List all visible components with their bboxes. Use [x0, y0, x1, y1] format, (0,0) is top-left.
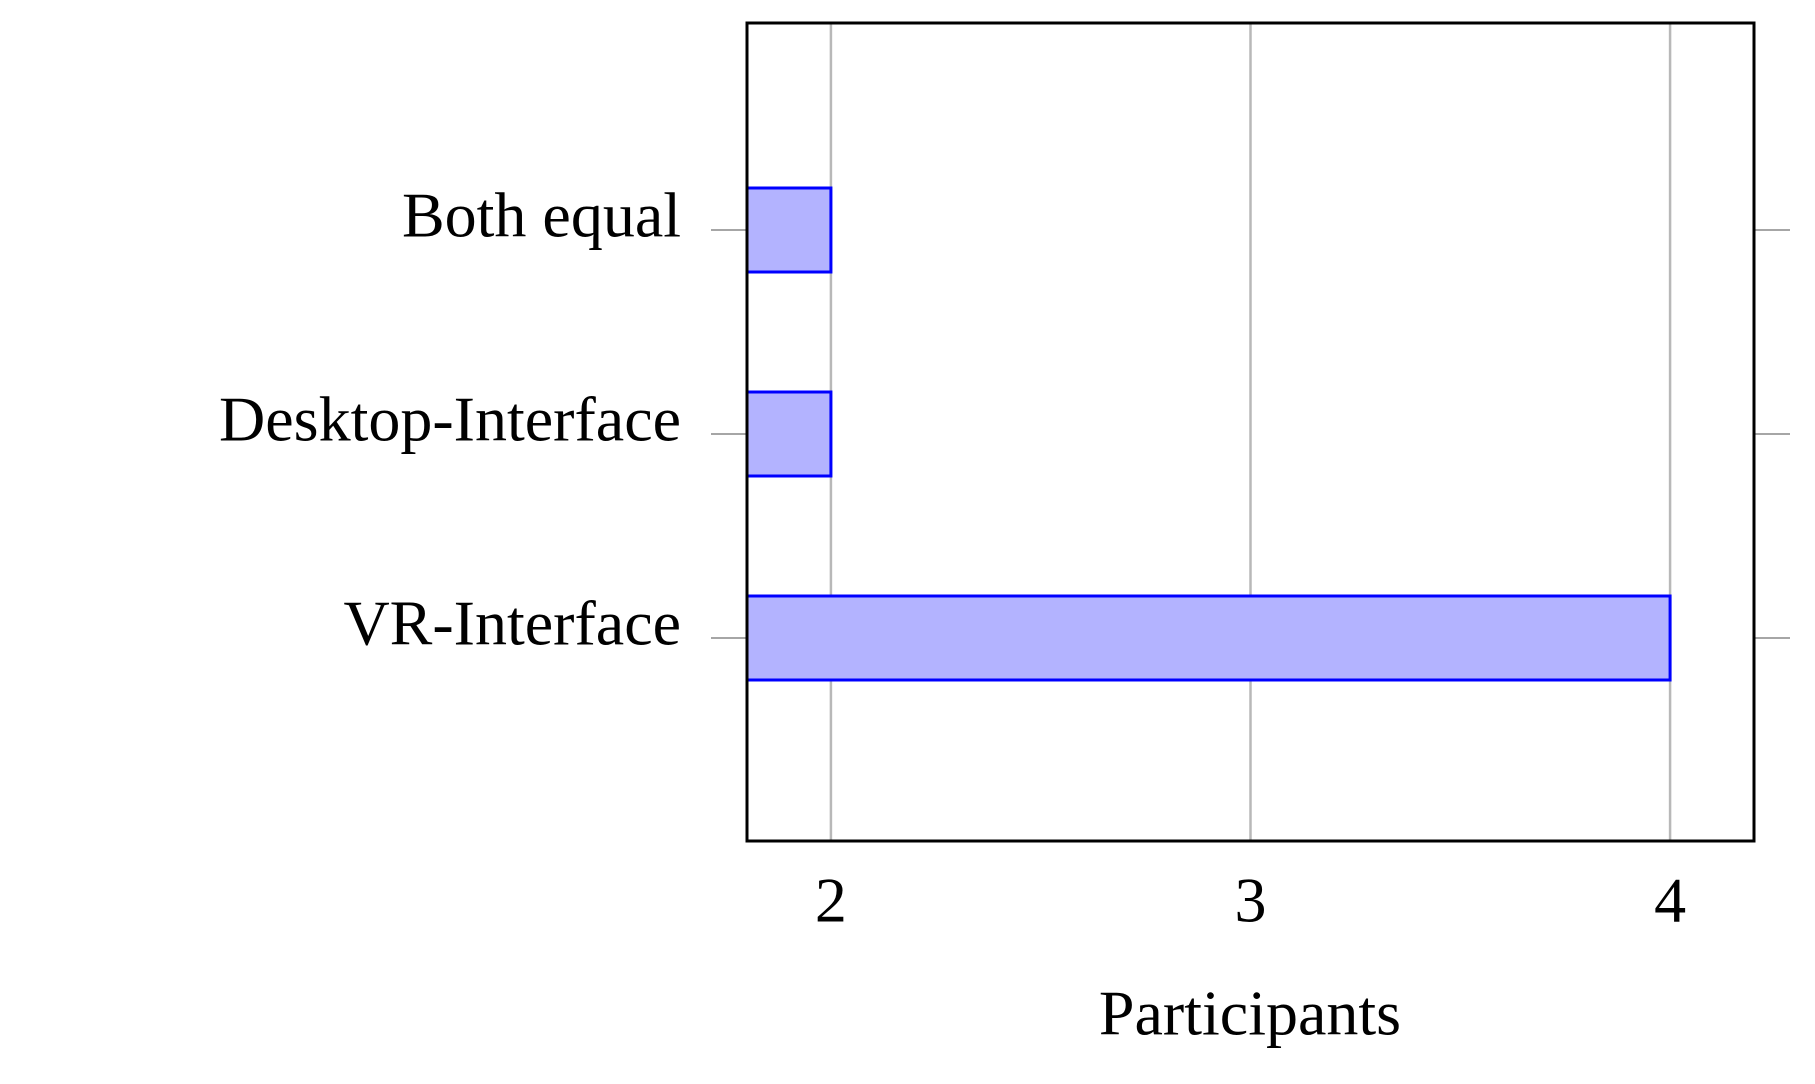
x-tick-label: 2 — [815, 865, 847, 936]
x-axis-label: Participants — [1099, 978, 1401, 1049]
bar — [745, 594, 1672, 682]
x-tick-label: 4 — [1654, 865, 1686, 936]
bar — [745, 186, 833, 274]
x-tick-label: 3 — [1235, 865, 1267, 936]
y-tick-label: Both equal — [402, 180, 681, 251]
bar — [745, 390, 833, 478]
y-tick-label: VR-Interface — [343, 588, 681, 659]
y-tick-label: Desktop-Interface — [219, 384, 681, 455]
plot-frame — [745, 21, 1756, 843]
